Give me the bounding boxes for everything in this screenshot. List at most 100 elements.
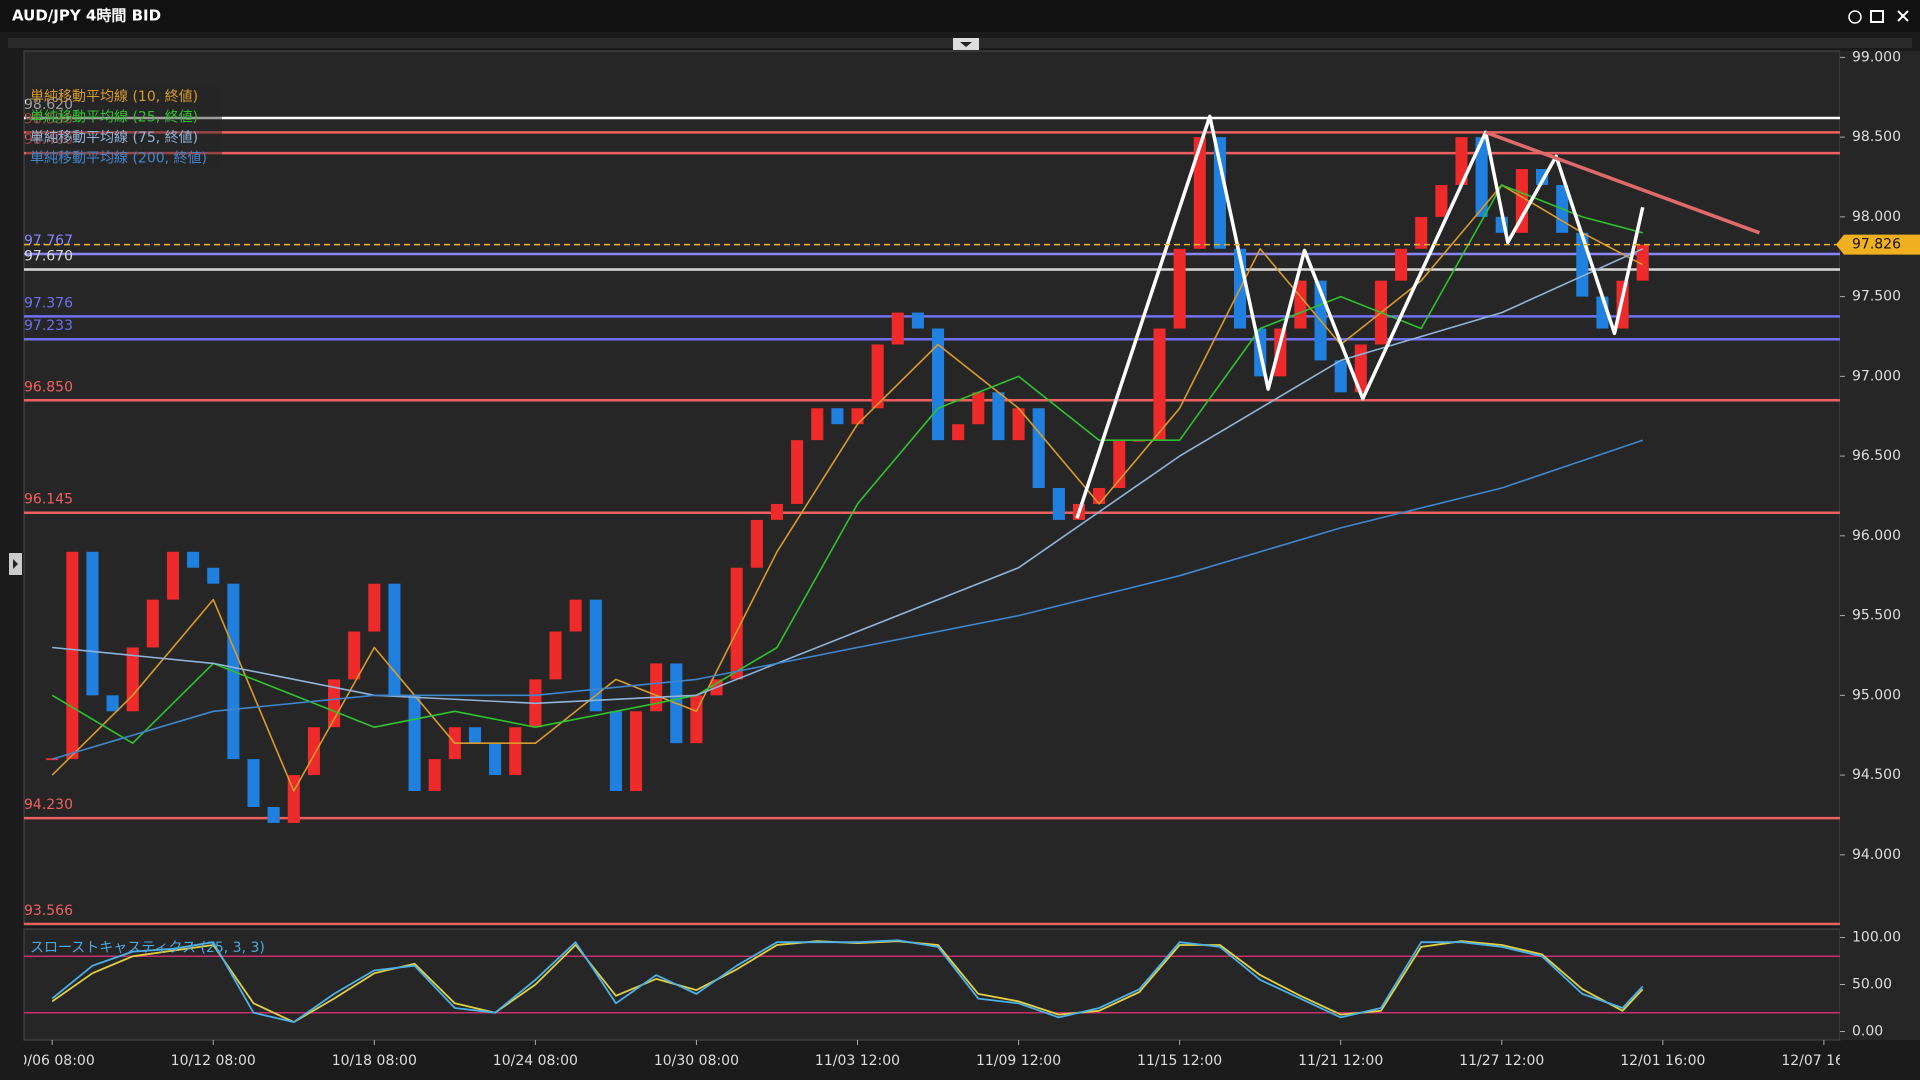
candle <box>1032 408 1045 488</box>
moving-average <box>51 184 1644 792</box>
candle <box>730 567 743 680</box>
x-axis-labels: 10/06 08:00 10/12 08:00 10/18 08:00 10/24 0… <box>10 1053 1866 1069</box>
stochastic-line <box>51 939 1644 1023</box>
y-tick-label: 94.500 <box>1852 767 1901 783</box>
candle <box>609 711 622 792</box>
candle <box>952 424 965 441</box>
legend-background <box>26 86 222 168</box>
close-button[interactable] <box>1897 10 1909 22</box>
candle <box>1415 216 1428 249</box>
maximize-button[interactable] <box>1870 10 1884 23</box>
candle <box>509 727 522 776</box>
side-toggle[interactable] <box>9 553 22 575</box>
x-tick-label: 11/09 12:00 <box>976 1053 1061 1069</box>
x-tick-label: 12/07 16:00 <box>1781 1053 1866 1069</box>
level-label: 98.400 <box>24 132 73 148</box>
y-tick-label: 50.00 <box>1852 977 1892 993</box>
y-tick-label: 97.500 <box>1852 289 1901 305</box>
annotation-line <box>1485 130 1761 235</box>
level-label: 97.670 <box>24 249 73 265</box>
x-tick-label: 11/27 12:00 <box>1459 1053 1544 1069</box>
help-button[interactable] <box>1848 10 1862 24</box>
x-tick-label: 10/18 08:00 <box>332 1053 417 1069</box>
level-label: 94.230 <box>24 797 73 813</box>
collapse-button[interactable] <box>953 38 979 50</box>
candle <box>650 663 663 712</box>
level-label: 97.767 <box>24 233 73 249</box>
candle <box>126 647 139 712</box>
candle <box>388 583 401 696</box>
candle <box>187 551 200 568</box>
window-title: AUD/JPY 4時間 BID <box>12 7 161 25</box>
moving-average <box>51 439 1643 760</box>
candle <box>86 551 99 696</box>
level-label: 98.620 <box>24 97 73 113</box>
legend-entry: 単純移動平均線 (25, 終値) <box>30 110 198 126</box>
candle <box>1455 137 1468 185</box>
x-tick-label: 11/21 12:00 <box>1298 1053 1383 1069</box>
candle <box>1093 488 1106 504</box>
candle <box>891 312 904 345</box>
candle <box>146 599 159 648</box>
candle <box>428 759 441 792</box>
candle <box>1213 137 1226 249</box>
candle <box>106 695 119 712</box>
legend-entry: 単純移動平均線 (10, 終値) <box>30 89 198 105</box>
candle <box>1435 184 1448 217</box>
level-label: 96.850 <box>24 379 73 395</box>
x-tick-label: 11/03 12:00 <box>815 1053 900 1069</box>
y-tick-label: 95.500 <box>1852 608 1901 624</box>
legend-entry: 単純移動平均線 (200, 終値) <box>30 151 207 167</box>
y-tick-label: 100.00 <box>1852 929 1901 945</box>
candle <box>1576 232 1589 297</box>
candle <box>589 599 602 712</box>
candle <box>851 408 864 425</box>
candle <box>549 631 562 680</box>
stochastic-layer <box>24 939 1840 1023</box>
candle <box>307 727 320 776</box>
candle <box>1173 248 1186 329</box>
candle <box>166 551 180 600</box>
moving-average <box>52 248 1644 705</box>
price-plot-area <box>23 50 1841 926</box>
current-price-label: 97.826 <box>1852 237 1901 253</box>
candle <box>468 727 482 744</box>
candle <box>831 408 844 425</box>
level-label: 96.145 <box>24 492 73 508</box>
candle <box>66 551 79 760</box>
candle <box>1012 408 1025 441</box>
candle <box>1193 137 1206 249</box>
x-tick-label: 10/06 08:00 <box>10 1053 95 1069</box>
y-tick-label: 96.000 <box>1852 528 1901 544</box>
x-tick-label: 10/24 08:00 <box>493 1053 578 1069</box>
candle <box>267 806 280 823</box>
candle <box>368 583 381 632</box>
y-tick-label: 98.000 <box>1852 209 1901 225</box>
candle <box>569 599 582 632</box>
candle <box>1334 360 1347 393</box>
legend-entry: 単純移動平均線 (75, 終値) <box>30 130 198 146</box>
candle <box>1395 248 1408 281</box>
candle <box>770 503 784 520</box>
candle <box>1515 169 1528 233</box>
level-label: 97.233 <box>24 318 73 334</box>
candle <box>1052 488 1065 520</box>
level-label: 93.566 <box>24 903 73 919</box>
y-tick-label: 98.500 <box>1852 129 1901 145</box>
candle <box>1636 244 1649 281</box>
y-tick-label: 0.00 <box>1852 1024 1883 1040</box>
price-axis-area <box>1840 51 1920 1040</box>
candle <box>1274 328 1287 377</box>
candle <box>247 759 260 807</box>
candle <box>1475 137 1488 217</box>
candle <box>1153 328 1166 441</box>
candle <box>750 519 763 568</box>
y-tick-label: 95.000 <box>1852 687 1901 703</box>
y-tick-label: 96.500 <box>1852 448 1901 464</box>
level-label: 98.530 <box>24 111 73 127</box>
candle <box>348 631 361 680</box>
candle <box>489 743 502 776</box>
candle <box>811 408 824 441</box>
